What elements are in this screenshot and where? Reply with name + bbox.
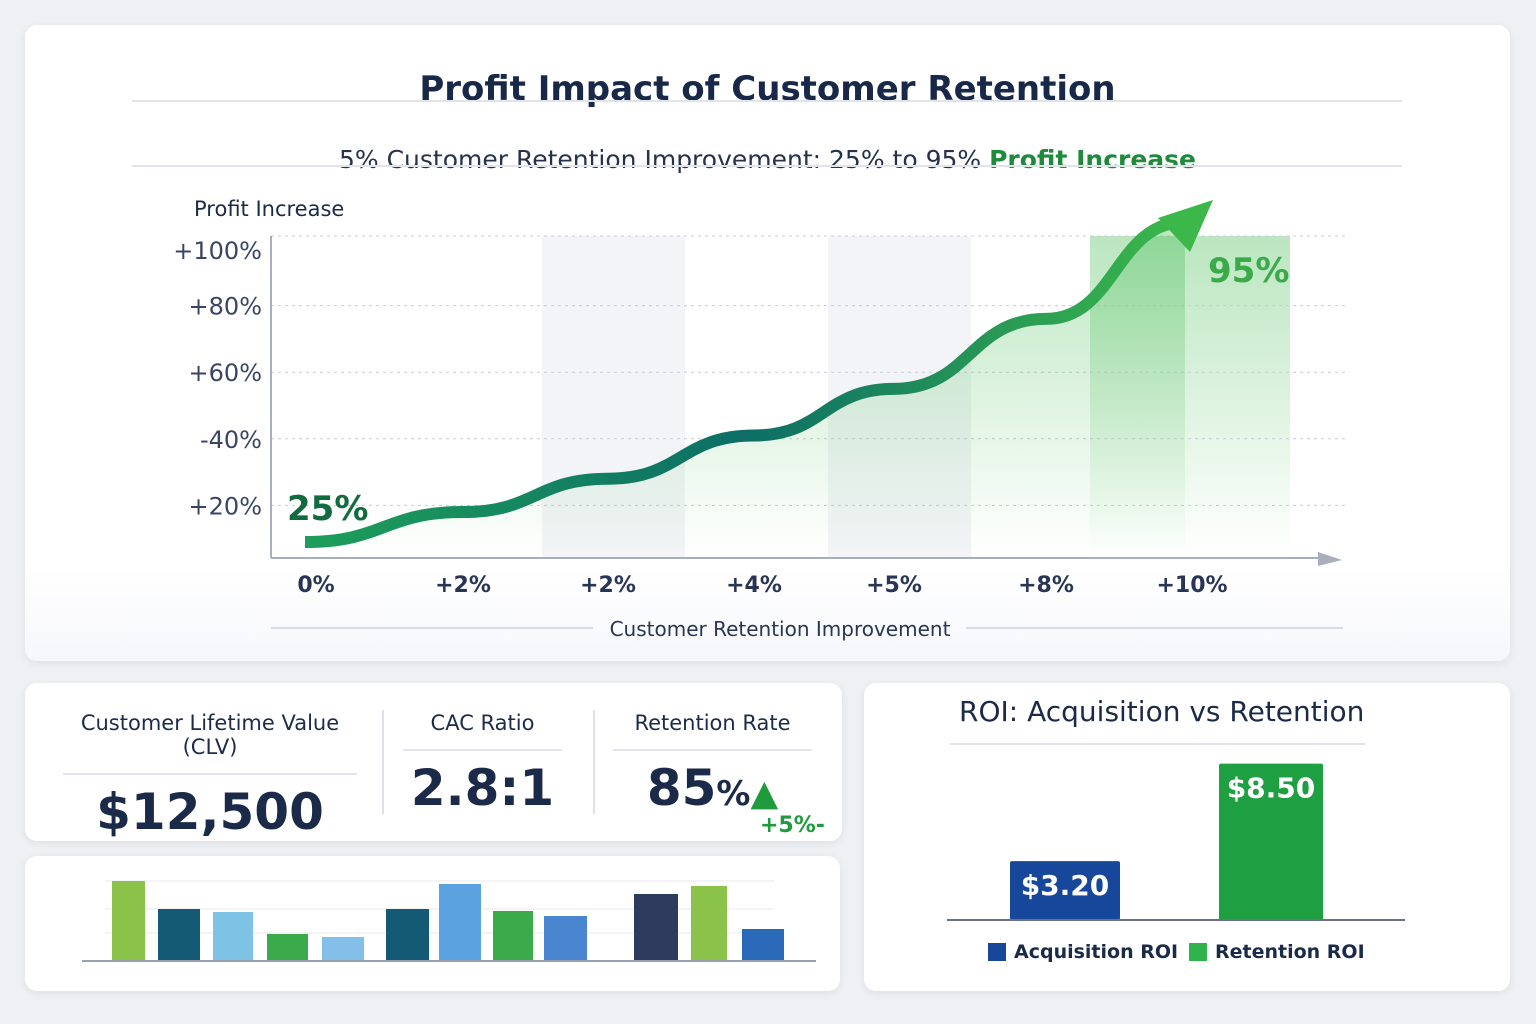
mini-bar	[267, 934, 308, 961]
profit-curve	[304, 216, 1186, 549]
kpi-label: Customer Lifetime Value (CLV)	[80, 711, 340, 759]
kpi-label: Retention Rate	[634, 711, 791, 735]
kpi-card: Customer Lifetime Value (CLV) $12,500 CA…	[25, 683, 842, 841]
profit-line-chart: +20% -40% +60% +80% +100% Profit Increase 0% +2…	[173, 197, 1345, 641]
mini-bar	[544, 916, 587, 961]
y-tick-label: -40%	[200, 426, 262, 454]
roi-bar-chart: $3.20 $8.50	[947, 763, 1405, 921]
divider	[132, 165, 1402, 167]
x-tick-label: +8%	[1018, 573, 1074, 598]
roi-bar	[1010, 861, 1120, 920]
area-fill	[305, 222, 1185, 558]
mini-bar	[493, 911, 533, 961]
y-tick-label: +60%	[189, 359, 262, 387]
mini-bar-chart	[82, 880, 816, 962]
arrow-up-icon: ▲	[750, 773, 779, 814]
start-annotation: 25%	[287, 489, 368, 529]
axis-arrow-icon	[1318, 552, 1342, 566]
x-axis-title: Customer Retention Improvement	[610, 617, 951, 641]
legend-acquisition: Acquisition ROI	[988, 941, 1178, 963]
x-tick-label: +2%	[580, 573, 636, 598]
legend-retention: Retention ROI	[1189, 941, 1365, 963]
kpi-cac: CAC Ratio 2.8:1	[395, 683, 570, 817]
mini-bar	[322, 937, 364, 961]
roi-bar	[1219, 763, 1323, 920]
mini-bar-chart-card	[25, 856, 840, 991]
mini-bar	[213, 912, 253, 961]
mini-bar	[386, 909, 429, 961]
y-tick-label: +80%	[189, 293, 262, 321]
mini-bar	[112, 881, 145, 961]
mini-bar	[742, 929, 784, 961]
x-tick-label: +4%	[726, 573, 782, 598]
subtitle-text: 5% Customer Retention Improvement: 25% t…	[338, 145, 990, 174]
roi-bar-label: $3.20	[1021, 869, 1110, 902]
mini-bar	[158, 909, 200, 961]
subtitle: 5% Customer Retention Improvement: 25% t…	[25, 145, 1510, 174]
subtitle-highlight: Profit Increase	[989, 145, 1197, 174]
kpi-label: CAC Ratio	[430, 711, 535, 735]
kpi-value: 2.8:1	[410, 759, 555, 817]
divider	[132, 100, 1402, 102]
mini-bar	[634, 894, 678, 961]
kpi-clv: Customer Lifetime Value (CLV) $12,500	[55, 683, 365, 841]
page-title: Profit Impact of Customer Retention	[419, 69, 1116, 109]
kpi-retention: Retention Rate 85%▲ +5%-	[605, 683, 825, 838]
roi-title: ROI: Acquisition vs Retention	[959, 695, 1365, 728]
y-axis-title: Profit Increase	[194, 197, 344, 221]
kpi-unit: %	[716, 774, 751, 814]
roi-bar-label: $8.50	[1227, 772, 1316, 805]
x-tick-label: 0%	[297, 573, 334, 598]
mini-bar	[691, 886, 727, 961]
mini-bar	[439, 884, 481, 961]
x-tick-label: +5%	[866, 573, 922, 598]
y-tick-label: +20%	[189, 492, 262, 520]
y-tick-label: +100%	[173, 237, 262, 265]
end-annotation: 95%	[1208, 251, 1289, 291]
roi-card: ROI: Acquisition vs Retention $3.20 $8.50…	[864, 683, 1510, 991]
kpi-value: $12,500	[96, 783, 324, 841]
arrowhead-icon	[1158, 200, 1213, 252]
kpi-value: 85	[646, 759, 717, 817]
kpi-change: +5%-	[760, 813, 825, 838]
x-tick-label: +2%	[435, 573, 491, 598]
x-tick-label: +10%	[1156, 573, 1227, 598]
